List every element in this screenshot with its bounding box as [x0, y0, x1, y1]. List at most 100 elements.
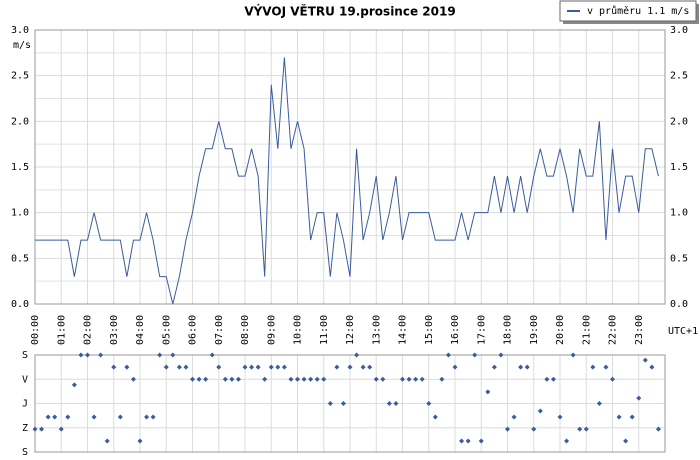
x-tick-label: 14:00 [398, 315, 409, 345]
x-tick-label: 10:00 [293, 315, 304, 345]
y-tick-label: S [22, 350, 28, 361]
point [603, 364, 609, 370]
point [39, 426, 45, 432]
point [327, 401, 333, 406]
x-tick-label: 06:00 [188, 315, 199, 345]
point [432, 414, 438, 420]
x-tick-label: 20:00 [555, 315, 566, 345]
point [301, 376, 307, 382]
point [275, 364, 281, 370]
point [137, 438, 143, 444]
point [564, 438, 570, 444]
point [183, 364, 189, 370]
point [255, 364, 261, 370]
point [472, 352, 478, 358]
point [58, 426, 64, 432]
point [52, 414, 58, 420]
x-tick-label: 02:00 [83, 315, 94, 345]
x-tick-label: 19:00 [529, 315, 540, 345]
point [537, 408, 543, 414]
x-tick-label: 21:00 [581, 315, 592, 345]
point [367, 364, 373, 370]
x-tick-label: 07:00 [214, 315, 225, 345]
point [400, 376, 405, 382]
point [557, 414, 563, 420]
point [321, 376, 327, 382]
x-tick-label: 08:00 [240, 315, 251, 345]
point [104, 438, 110, 444]
point [380, 376, 386, 382]
point [491, 364, 497, 370]
plot-frame [34, 29, 666, 305]
point [262, 376, 268, 382]
x-tick-label: 03:00 [109, 315, 120, 345]
y-tick-label-right: 0.5 [670, 253, 688, 264]
plot-frame [34, 354, 666, 453]
point [360, 364, 366, 370]
point [170, 352, 176, 358]
point [649, 364, 655, 370]
point [426, 401, 432, 406]
y-tick-label-right: 1.0 [670, 208, 688, 219]
point [45, 414, 51, 420]
point [32, 426, 38, 432]
point [485, 389, 491, 395]
point [550, 376, 556, 382]
point [242, 364, 248, 370]
point [314, 376, 320, 382]
point [268, 364, 274, 370]
point [308, 376, 314, 382]
point [98, 352, 104, 358]
point [544, 376, 550, 382]
point [65, 414, 71, 420]
x-tick-label: 04:00 [135, 315, 146, 345]
x-tick-label: 17:00 [476, 315, 487, 345]
y-unit: m/s [13, 40, 31, 51]
legend-label: v průměru 1.1 m/s [587, 5, 689, 17]
point [505, 426, 510, 432]
point [196, 376, 202, 382]
point [524, 364, 530, 370]
x-tick-label: 05:00 [161, 315, 172, 345]
point [157, 352, 163, 358]
y-tick-label: 0.5 [11, 253, 29, 264]
x-tick-label: 15:00 [424, 315, 435, 345]
legend [559, 0, 697, 22]
y-tick-label-right: 3.0 [670, 25, 688, 36]
y-tick-label: 3.0 [11, 25, 29, 36]
point [459, 438, 465, 444]
point [478, 438, 484, 444]
y-tick-label: 2.5 [11, 71, 29, 82]
x-tick-label: 23:00 [634, 315, 645, 345]
point [616, 414, 622, 420]
y-tick-label: J [22, 399, 28, 410]
point [570, 352, 576, 358]
point [295, 376, 300, 382]
point [229, 376, 235, 382]
x-tick-label: 01:00 [56, 315, 67, 345]
point [117, 414, 123, 420]
point [596, 401, 602, 406]
y-tick-label-right: 1.5 [670, 162, 688, 173]
point [623, 438, 629, 444]
point [393, 401, 399, 406]
point [655, 426, 661, 432]
x-tick-label: 12:00 [345, 315, 356, 345]
point [281, 364, 287, 370]
point [163, 364, 169, 370]
point [150, 414, 156, 420]
point [111, 364, 117, 370]
x-tick-label: 13:00 [371, 315, 382, 345]
point [124, 364, 130, 370]
x-tick-label: 22:00 [608, 315, 619, 345]
point [203, 376, 209, 382]
point [419, 376, 425, 382]
point [130, 376, 136, 382]
y-tick-label: Z [22, 423, 28, 434]
point [222, 376, 228, 382]
y-tick-label-right: 2.0 [670, 116, 688, 127]
point [590, 364, 596, 370]
point [288, 376, 294, 382]
y-tick-label-right: 2.5 [670, 71, 688, 82]
